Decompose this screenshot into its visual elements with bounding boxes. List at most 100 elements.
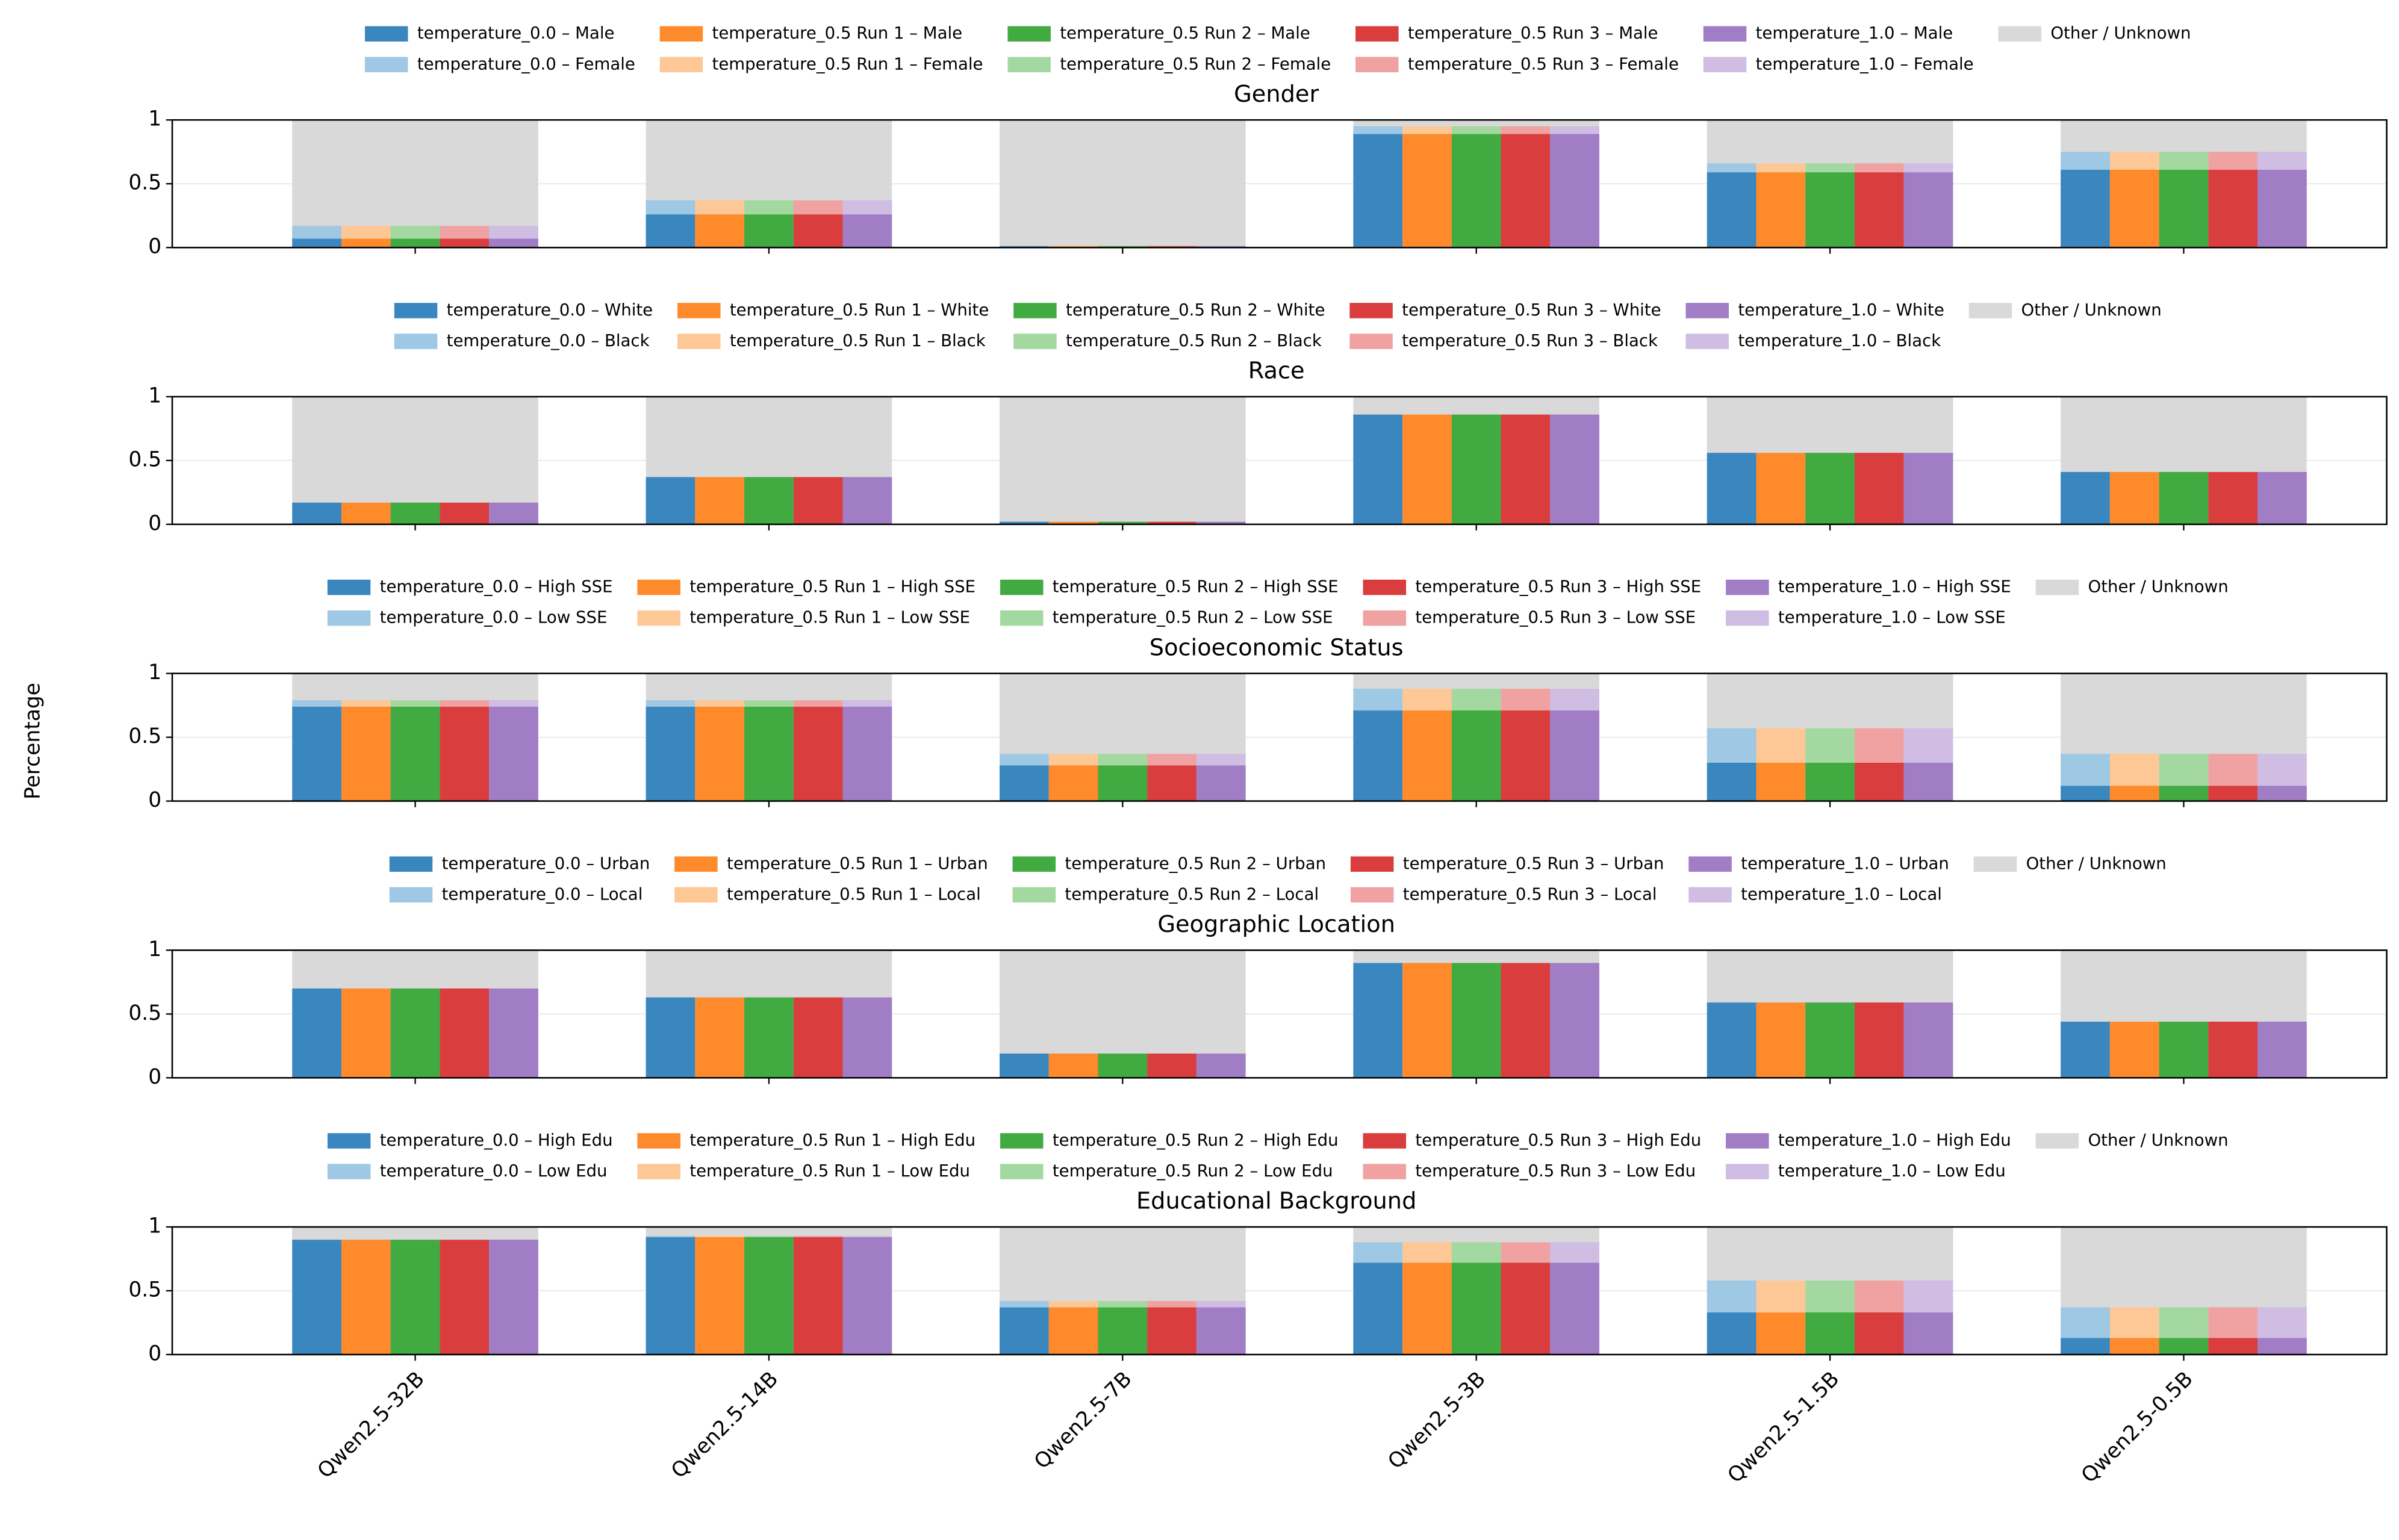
bar [1098, 1307, 1148, 1355]
bar [1805, 1312, 1855, 1355]
bar [744, 1237, 794, 1355]
y-tick-label: 0.5 [128, 447, 161, 471]
legend-label: temperature_1.0 – Urban [1741, 853, 1949, 873]
y-tick-label: 0.5 [128, 1278, 161, 1302]
bar [1048, 1307, 1098, 1355]
legend-swatch [1355, 57, 1399, 73]
legend-swatch [674, 856, 718, 872]
bar [440, 988, 490, 1078]
x-tick-label: Qwen2.5-3B [1383, 1367, 1490, 1474]
bar-stacked [1854, 1281, 1904, 1313]
legend-label: temperature_1.0 – High Edu [1778, 1130, 2011, 1150]
legend-label: temperature_1.0 – Female [1756, 54, 1974, 73]
bar-stacked [744, 200, 794, 215]
bar [1550, 710, 1599, 801]
y-tick-label: 0 [148, 511, 161, 535]
y-tick-label: 1 [148, 383, 161, 408]
bar [1756, 172, 1806, 248]
bar [2061, 169, 2110, 248]
legend-swatch [1726, 610, 1769, 626]
bar-stacked [695, 200, 745, 215]
bar [1805, 453, 1855, 524]
bar-stacked [1451, 1242, 1501, 1263]
legend-label: temperature_0.5 Run 1 – Local [727, 884, 981, 904]
bar [744, 706, 794, 801]
bar-stacked [2208, 754, 2258, 786]
legend-swatch [2035, 1133, 2079, 1149]
bar-stacked [842, 700, 892, 707]
bar [1501, 963, 1551, 1078]
x-tick-label: Qwen2.5-14B [667, 1367, 783, 1483]
legend-swatch [394, 303, 438, 318]
bar-stacked [440, 700, 490, 707]
bar [489, 988, 538, 1078]
bar [390, 706, 440, 801]
bar [1707, 453, 1756, 524]
bar [1707, 1002, 1756, 1078]
bar-stacked [341, 226, 391, 239]
legend-label: temperature_0.0 – Low SSE [380, 607, 608, 627]
legend-label: temperature_0.5 Run 2 – Female [1060, 54, 1331, 73]
bar [1550, 963, 1599, 1078]
legend-label: Other / Unknown [2026, 853, 2167, 873]
bar-stacked [1805, 728, 1855, 763]
bar [2109, 786, 2159, 801]
bar-stacked [793, 200, 843, 215]
legend-label: temperature_1.0 – Male [1756, 23, 1953, 43]
bar-stacked [1903, 163, 1953, 173]
bar [1903, 453, 1953, 524]
legend-label: temperature_1.0 – White [1738, 300, 1944, 320]
bar-stacked [1903, 1281, 1953, 1313]
y-tick-label: 1 [148, 937, 161, 961]
bar [1501, 414, 1551, 524]
bar-stacked [744, 1235, 794, 1237]
legend-swatch [1973, 856, 2017, 872]
legend-label: temperature_0.5 Run 2 – Black [1066, 331, 1322, 350]
bar-stacked [1147, 754, 1196, 766]
bar-stacked [1707, 1281, 1756, 1313]
chart-title: Geographic Location [1157, 911, 1395, 938]
bar [2208, 1022, 2258, 1078]
bar [1501, 134, 1551, 248]
bar [292, 502, 341, 524]
chart-title: Socioeconomic Status [1150, 634, 1404, 661]
bar-stacked [489, 226, 538, 239]
legend-swatch [677, 334, 721, 349]
bar-stacked [440, 226, 490, 239]
bar-stacked [1501, 689, 1551, 711]
bar-stacked [2257, 754, 2307, 786]
bar [2109, 169, 2159, 248]
bar [1196, 521, 1246, 524]
x-tick-label: Qwen2.5-1.5B [1723, 1367, 1844, 1488]
bar [2257, 786, 2307, 801]
legend-swatch [327, 579, 371, 595]
bar-stacked [2257, 152, 2307, 170]
bar-stacked [2208, 1307, 2258, 1338]
bar [440, 502, 490, 524]
bar [1903, 762, 1953, 801]
bar [1854, 172, 1904, 248]
legend-swatch [1349, 334, 1393, 349]
bar-stacked [1805, 163, 1855, 173]
legend-label: temperature_0.5 Run 3 – Male [1408, 23, 1658, 43]
bar-stacked [2257, 1307, 2307, 1338]
bar [2257, 471, 2307, 524]
bar [341, 988, 391, 1078]
bar [390, 988, 440, 1078]
legend-swatch [389, 887, 433, 903]
y-tick-label: 0 [148, 235, 161, 259]
legend-label: temperature_0.5 Run 3 – Black [1402, 331, 1658, 350]
bar-stacked [2109, 1307, 2159, 1338]
legend-swatch [659, 57, 703, 73]
bar [1402, 710, 1452, 801]
bar-stacked [1550, 1242, 1599, 1263]
legend-swatch [1703, 26, 1747, 42]
bar-stacked [341, 700, 391, 707]
bar [1402, 963, 1452, 1078]
legend-swatch [2035, 579, 2079, 595]
legend-swatch [1012, 887, 1056, 903]
legend-label: temperature_0.0 – High SSE [380, 577, 613, 597]
bar [1550, 1262, 1599, 1355]
